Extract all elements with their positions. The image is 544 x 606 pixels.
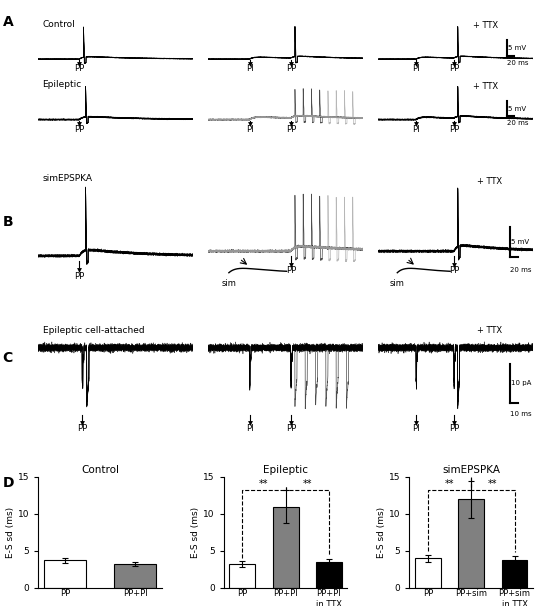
Text: PP: PP [449, 266, 459, 275]
Y-axis label: E-S sd (ms): E-S sd (ms) [6, 507, 15, 558]
Text: B: B [3, 215, 14, 229]
Text: PP: PP [449, 424, 459, 433]
Text: + TTX: + TTX [473, 82, 498, 91]
Text: PP: PP [286, 64, 296, 73]
Text: 5 mV: 5 mV [511, 239, 529, 245]
Text: simEPSPKA: simEPSPKA [42, 175, 92, 184]
Bar [502, 560, 528, 588]
Text: PP: PP [286, 125, 296, 134]
Text: **: ** [259, 479, 269, 489]
Text: PI: PI [246, 64, 254, 73]
Bar [458, 499, 484, 588]
Text: PI: PI [412, 424, 420, 433]
Bar [316, 562, 342, 588]
Text: PP: PP [286, 424, 296, 433]
Text: PP: PP [449, 64, 459, 73]
Text: 20 ms: 20 ms [506, 120, 528, 126]
Text: PP: PP [74, 125, 84, 134]
Title: Control: Control [81, 465, 119, 475]
Text: PP: PP [449, 125, 459, 134]
Text: D: D [3, 476, 14, 490]
Text: 5 mV: 5 mV [508, 105, 526, 112]
Text: A: A [3, 15, 14, 29]
Text: 20 ms: 20 ms [506, 60, 528, 65]
Text: 5 mV: 5 mV [508, 45, 526, 51]
Bar [273, 507, 299, 588]
Text: PP: PP [77, 424, 88, 433]
Y-axis label: E-S sd (ms): E-S sd (ms) [377, 507, 386, 558]
Text: 20 ms: 20 ms [510, 267, 532, 273]
Text: Epileptic cell-attached: Epileptic cell-attached [42, 326, 144, 335]
Title: simEPSPKA: simEPSPKA [442, 465, 500, 475]
Text: PP: PP [74, 64, 84, 73]
Text: Control: Control [42, 20, 75, 28]
Bar [415, 558, 441, 588]
Bar [114, 564, 156, 588]
Text: C: C [3, 351, 13, 365]
Text: 10 ms: 10 ms [510, 411, 532, 417]
Text: sim: sim [221, 279, 236, 288]
Text: + TTX: + TTX [477, 326, 502, 335]
Bar [44, 561, 86, 588]
Text: PI: PI [246, 125, 254, 134]
Bar [230, 564, 255, 588]
Title: Epileptic: Epileptic [263, 465, 308, 475]
Text: PI: PI [412, 125, 420, 134]
Text: + TTX: + TTX [477, 178, 502, 186]
Text: **: ** [445, 479, 454, 489]
Text: **: ** [488, 479, 498, 489]
Text: PI: PI [246, 424, 254, 433]
Text: PP: PP [286, 266, 296, 275]
Text: **: ** [302, 479, 312, 489]
Text: + TTX: + TTX [473, 21, 498, 30]
Text: Epileptic: Epileptic [42, 80, 82, 89]
Text: 10 pA: 10 pA [511, 381, 532, 387]
Y-axis label: E-S sd (ms): E-S sd (ms) [191, 507, 200, 558]
Text: PI: PI [412, 64, 420, 73]
Text: PP: PP [74, 271, 84, 281]
Text: sim: sim [390, 279, 405, 288]
